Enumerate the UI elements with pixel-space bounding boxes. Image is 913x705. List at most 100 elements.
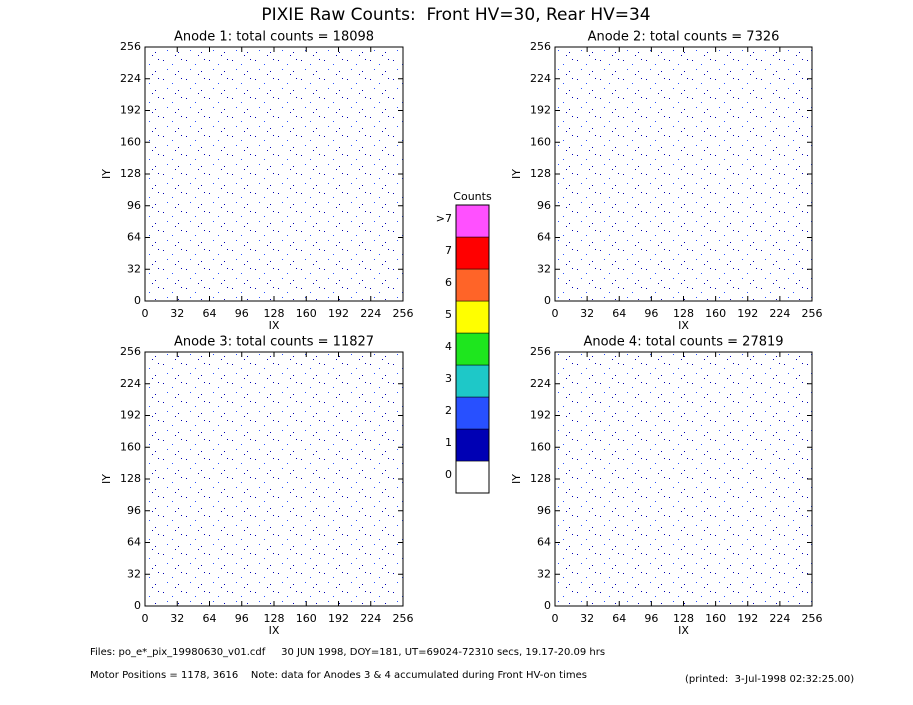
x-tick-label: 32 (170, 612, 184, 625)
y-tick-label: 32 (127, 262, 141, 275)
y-tick-label: 96 (537, 199, 551, 212)
x-axis-label: IX (269, 624, 280, 637)
y-tick-label: 224 (530, 72, 551, 85)
colorbar-title: Counts (453, 190, 492, 203)
plot-area (554, 351, 813, 607)
colorbar-cell (455, 428, 490, 462)
x-tick-label: 160 (296, 612, 317, 625)
colorbar-frame (455, 204, 490, 494)
colorbar-cell (455, 460, 490, 494)
y-axis-label: IY (510, 474, 523, 484)
x-tick-label: 256 (802, 612, 823, 625)
x-tick-label: 224 (769, 612, 790, 625)
colorbar-label: 7 (445, 244, 452, 257)
y-tick-label: 160 (530, 440, 551, 453)
y-tick-label: 64 (127, 231, 141, 244)
y-tick-label: 192 (120, 104, 141, 117)
y-axis-label: IY (100, 169, 113, 179)
y-tick-label: 224 (530, 377, 551, 390)
footer-motor: Motor Positions = 1178, 3616 Note: data … (90, 670, 587, 681)
x-tick-label: 96 (235, 307, 249, 320)
x-tick-label: 96 (644, 307, 658, 320)
y-tick-label: 256 (530, 40, 551, 53)
x-tick-label: 224 (360, 612, 381, 625)
x-tick-label: 0 (552, 612, 559, 625)
x-tick-label: 96 (644, 612, 658, 625)
colorbar-label: 1 (445, 436, 452, 449)
y-tick-label: 224 (120, 72, 141, 85)
x-tick-label: 224 (360, 307, 381, 320)
x-tick-label: 128 (264, 612, 285, 625)
x-tick-label: 192 (737, 612, 758, 625)
y-tick-label: 64 (127, 536, 141, 549)
colorbar-label: 2 (445, 404, 452, 417)
y-tick-label: 0 (544, 294, 551, 307)
x-axis-label: IX (678, 319, 689, 332)
panel-title: Anode 2: total counts = 7326 (588, 30, 780, 45)
x-tick-label: 96 (235, 612, 249, 625)
x-tick-label: 160 (705, 307, 726, 320)
x-tick-label: 0 (142, 612, 149, 625)
colorbar-label: 6 (445, 276, 452, 289)
y-tick-label: 0 (544, 599, 551, 612)
x-tick-label: 32 (580, 307, 594, 320)
colorbar-label: >7 (436, 212, 452, 225)
y-tick-label: 128 (120, 472, 141, 485)
y-axis-label: IY (510, 169, 523, 179)
y-tick-label: 64 (537, 536, 551, 549)
y-tick-label: 32 (537, 262, 551, 275)
x-tick-label: 128 (673, 307, 694, 320)
y-tick-label: 192 (530, 104, 551, 117)
y-tick-label: 0 (134, 294, 141, 307)
y-tick-label: 96 (127, 504, 141, 517)
y-tick-label: 192 (530, 409, 551, 422)
x-tick-label: 64 (203, 307, 217, 320)
x-tick-label: 128 (264, 307, 285, 320)
x-tick-label: 128 (673, 612, 694, 625)
y-tick-label: 160 (530, 135, 551, 148)
x-tick-label: 256 (393, 307, 414, 320)
x-tick-label: 256 (802, 307, 823, 320)
y-tick-label: 32 (127, 567, 141, 580)
colorbar-cell (455, 268, 490, 302)
x-tick-label: 0 (552, 307, 559, 320)
panel-title: Anode 1: total counts = 18098 (174, 30, 374, 45)
footer-files: Files: po_e*_pix_19980630_v01.cdf 30 JUN… (90, 647, 605, 658)
x-tick-label: 0 (142, 307, 149, 320)
plot-area (144, 46, 404, 302)
y-tick-label: 128 (530, 167, 551, 180)
x-tick-label: 160 (296, 307, 317, 320)
y-tick-label: 32 (537, 567, 551, 580)
footer-printed: (printed: 3-Jul-1998 02:32:25.00) (685, 674, 854, 685)
colorbar-cell (455, 396, 490, 430)
colorbar-cell (455, 364, 490, 398)
x-tick-label: 192 (328, 612, 349, 625)
y-axis-label: IY (100, 474, 113, 484)
y-tick-label: 160 (120, 135, 141, 148)
colorbar-label: 5 (445, 308, 452, 321)
y-tick-label: 0 (134, 599, 141, 612)
panel-title: Anode 4: total counts = 27819 (583, 335, 783, 350)
page-title: PIXIE Raw Counts: Front HV=30, Rear HV=3… (261, 5, 650, 25)
x-tick-label: 192 (737, 307, 758, 320)
x-tick-label: 160 (705, 612, 726, 625)
plot-area (144, 351, 404, 607)
x-tick-label: 64 (612, 612, 626, 625)
y-tick-label: 256 (530, 345, 551, 358)
colorbar-label: 4 (445, 340, 452, 353)
colorbar-cell (455, 300, 490, 334)
x-tick-label: 192 (328, 307, 349, 320)
y-tick-label: 128 (530, 472, 551, 485)
x-tick-label: 224 (769, 307, 790, 320)
x-tick-label: 64 (203, 612, 217, 625)
y-tick-label: 256 (120, 40, 141, 53)
x-axis-label: IX (269, 319, 280, 332)
y-tick-label: 96 (537, 504, 551, 517)
x-tick-label: 32 (170, 307, 184, 320)
x-tick-label: 256 (393, 612, 414, 625)
colorbar-cell (455, 236, 490, 270)
colorbar-label: 3 (445, 372, 452, 385)
y-tick-label: 96 (127, 199, 141, 212)
y-tick-label: 128 (120, 167, 141, 180)
y-tick-label: 192 (120, 409, 141, 422)
